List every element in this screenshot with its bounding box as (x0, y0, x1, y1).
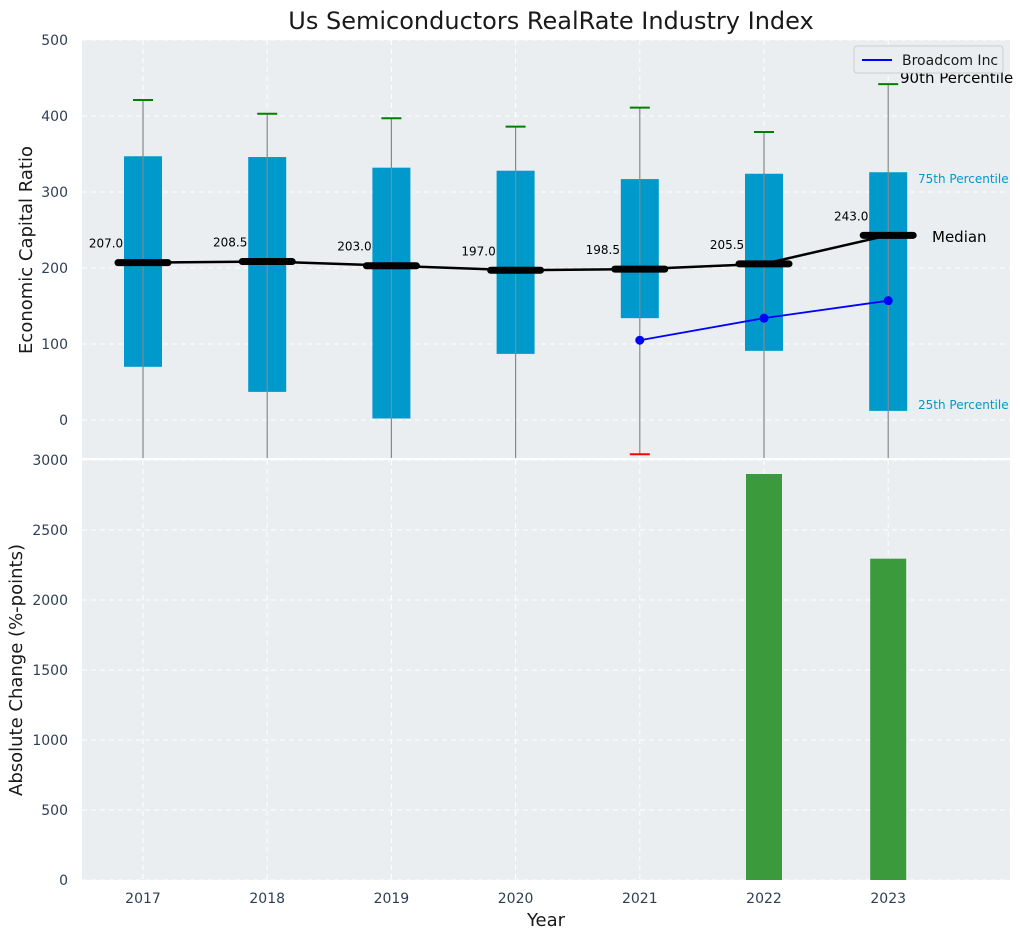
chart-title: Us Semiconductors RealRate Industry Inde… (288, 7, 813, 35)
broadcom-point (883, 296, 893, 306)
broadcom-series (635, 296, 893, 345)
x-axis-label: Year (526, 910, 566, 931)
top-y-tick-label: 300 (41, 185, 68, 201)
bar-2023 (870, 558, 907, 880)
top-y-tick-label: 0 (59, 413, 68, 429)
box-2023 (869, 83, 908, 458)
legend: Broadcom Inc (853, 45, 1004, 74)
broadcom-point (635, 335, 645, 345)
median-line-group (114, 231, 917, 274)
box-2018 (248, 112, 287, 458)
legend-label-broadcom: Broadcom Inc (902, 53, 998, 69)
median-labels: 207.0 208.5 203.0 197.0 198.5 205.5 243.0 (89, 209, 869, 258)
top-panel: 0 100 200 300 400 500 207.0 208.5 203.0 197.0 198… (16, 33, 1013, 458)
box-2020 (496, 125, 535, 458)
top-y-tick-label: 200 (41, 261, 68, 277)
x-tick-label: 2020 (498, 891, 534, 907)
median-value-label: 208.5 (213, 236, 247, 250)
top-plot-background (82, 40, 1010, 458)
bottom-y-tick-label: 2500 (32, 523, 68, 539)
median-value-label: 203.0 (337, 240, 371, 254)
bottom-y-tick-label: 1500 (32, 663, 68, 679)
bottom-grid (82, 459, 1010, 881)
bottom-y-ticks: 0 500 1000 1500 2000 2500 3000 (32, 453, 68, 889)
top-y-axis-label: Economic Capital Ratio (16, 146, 37, 354)
x-tick-label: 2017 (125, 891, 161, 907)
broadcom-point (759, 313, 769, 323)
median-annotation: Median (932, 228, 987, 246)
bottom-y-tick-label: 0 (59, 873, 68, 889)
top-y-tick-label: 100 (41, 337, 68, 353)
x-tick-label: 2021 (622, 891, 658, 907)
median-value-label: 205.5 (710, 238, 744, 252)
box-2021 (620, 106, 659, 456)
bottom-y-axis-label: Absolute Change (%-points) (6, 544, 27, 796)
top-y-tick-label: 400 (41, 109, 68, 125)
median-value-label: 198.5 (586, 243, 620, 257)
bottom-y-tick-label: 3000 (32, 453, 68, 469)
bottom-y-tick-label: 2000 (32, 593, 68, 609)
bar-2022 (746, 474, 782, 880)
bottom-y-tick-label: 1000 (32, 733, 68, 749)
p25-annotation: 25th Percentile (918, 398, 1009, 412)
x-tick-label: 2022 (746, 891, 782, 907)
x-tick-label: 2018 (249, 891, 285, 907)
x-ticks: 2017 2018 2019 2020 2021 2022 2023 (125, 891, 906, 907)
x-tick-label: 2019 (374, 891, 410, 907)
x-tick-label: 2023 (870, 891, 906, 907)
median-value-label: 207.0 (89, 237, 123, 251)
top-y-tick-label: 500 (41, 33, 68, 49)
p75-annotation: 75th Percentile (918, 172, 1009, 186)
bottom-panel: 0 500 1000 1500 2000 2500 3000 2017 2018 2019 202… (6, 453, 1010, 931)
box-2019 (372, 117, 411, 458)
bottom-y-tick-label: 500 (41, 803, 68, 819)
median-value-label: 197.0 (461, 244, 495, 258)
bars (746, 474, 907, 880)
legend-box (853, 45, 1004, 74)
top-y-ticks: 0 100 200 300 400 500 (41, 33, 68, 429)
median-value-label: 243.0 (834, 209, 868, 223)
